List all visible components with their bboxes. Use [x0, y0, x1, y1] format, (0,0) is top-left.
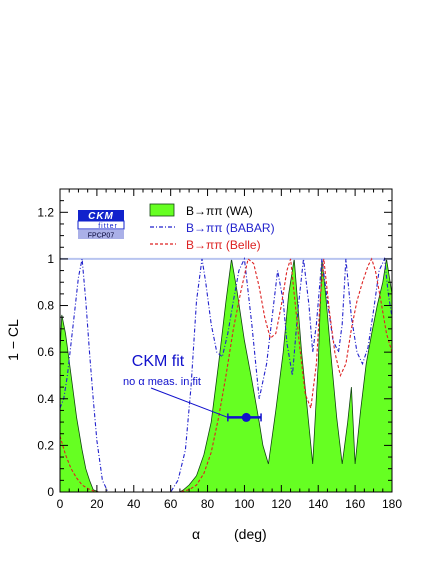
logo-ckm: CKM [88, 211, 114, 222]
x-tick-label: 160 [345, 497, 365, 511]
legend-label-wa: B→ππ (WA) [186, 204, 253, 218]
x-tick-label: 40 [127, 497, 141, 511]
x-tick-label: 0 [57, 497, 64, 511]
series-line-babar [60, 256, 392, 492]
legend-label-babar: B→ππ (BABAR) [186, 221, 275, 235]
legend-label-belle: B→ππ (Belle) [186, 238, 261, 252]
x-tick-label: 60 [164, 497, 178, 511]
y-tick-label: 0 [47, 485, 54, 499]
line-layer [60, 256, 392, 492]
legend: B→ππ (WA) B→ππ (BABAR) B→ππ (Belle) [149, 203, 275, 252]
x-tick-label: 100 [234, 497, 254, 511]
x-tick-label: 80 [201, 497, 215, 511]
logo-conference: FPCP07 [88, 233, 115, 240]
annotation-arrow [150, 387, 229, 418]
legend-swatch-wa [149, 203, 175, 217]
y-tick-label: 0.8 [37, 299, 54, 313]
axes-layer: 0 20 40 60 80 100 120 140 160 180 0 0.2 0.4 0.6 0.8 1 1.… [37, 189, 402, 511]
y-tick-label: 1 [47, 252, 54, 266]
x-tick-label: 180 [382, 497, 402, 511]
annotation-fit-point [241, 412, 251, 422]
x-axis-label: α [192, 526, 200, 542]
x-axis-unit: (deg) [234, 526, 267, 542]
x-tick-label: 120 [271, 497, 291, 511]
y-tick-label: 0.2 [37, 438, 54, 452]
logo-fitter: fitter [98, 223, 118, 230]
y-tick-label: 0.4 [37, 392, 54, 406]
annotation-title: CKM fit [132, 353, 185, 370]
y-tick-label: 0.6 [37, 345, 54, 359]
y-axis-label: 1 − CL [5, 319, 21, 361]
ckmfitter-logo: CKM fitter FPCP07 [77, 210, 125, 240]
annotation-subtitle: no α meas. in fit [123, 376, 201, 388]
x-tick-label: 20 [90, 497, 104, 511]
ckm-fit-annotation: CKM fit no α meas. in fit [123, 353, 262, 422]
y-tick-label: 1.2 [37, 205, 54, 219]
x-tick-label: 140 [308, 497, 328, 511]
